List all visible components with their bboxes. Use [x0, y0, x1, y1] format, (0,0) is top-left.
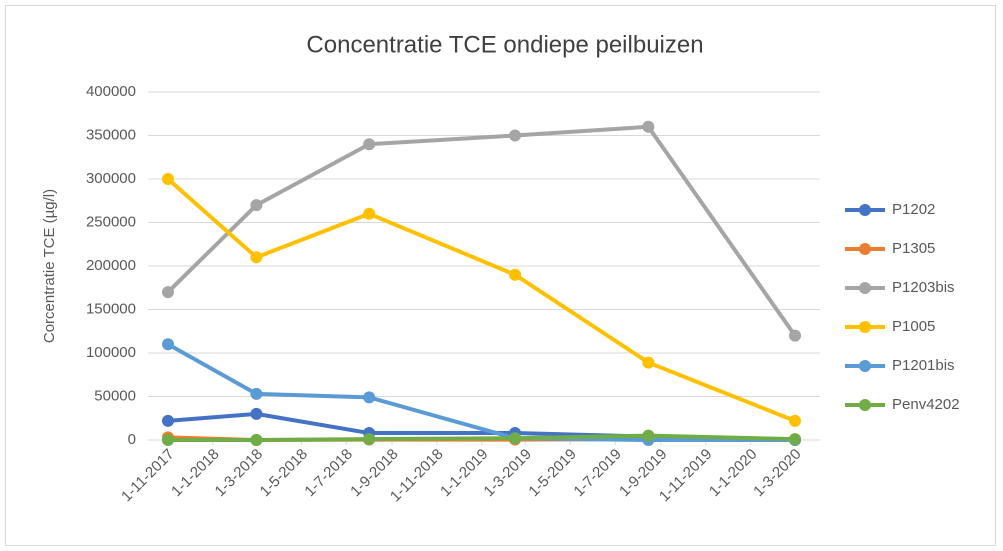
y-tick-label: 300000 [86, 170, 136, 187]
series-line [168, 433, 796, 442]
data-point [162, 173, 174, 185]
data-point [509, 129, 522, 142]
data-point [250, 251, 263, 264]
data-point [250, 407, 263, 420]
data-point [789, 414, 801, 427]
series-line [167, 342, 795, 442]
data-point [363, 207, 376, 220]
data-point [250, 434, 263, 446]
data-point [363, 138, 376, 151]
legend-label: P1005 [892, 318, 935, 335]
data-point [162, 434, 174, 446]
y-tick-label: 400000 [86, 83, 136, 100]
chart-title: Concentratie TCE ondiepe peilbuizen [306, 31, 703, 58]
legend-marker [859, 321, 871, 333]
legend-label: P1202 [892, 201, 935, 218]
y-tick-label: 100000 [86, 344, 136, 361]
y-tick-label: 0 [128, 431, 136, 448]
legend-label: Penv4202 [892, 396, 960, 413]
data-point [250, 387, 263, 400]
legend-marker [859, 204, 871, 216]
legend-label: P1305 [892, 240, 935, 257]
legend-label: P1201bis [892, 357, 955, 374]
data-point [162, 338, 174, 351]
y-tick-label: 50000 [94, 387, 136, 404]
chart-frame [5, 5, 996, 546]
y-tick-label: 200000 [86, 257, 136, 274]
legend-marker [859, 360, 871, 372]
data-point [509, 268, 522, 281]
y-tick-label: 350000 [86, 126, 136, 143]
y-axis-label: Corcentratie TCE (µg/l) [41, 189, 58, 343]
data-point [162, 414, 174, 427]
data-point [642, 429, 655, 442]
data-point [250, 199, 263, 212]
y-tick-label: 250000 [86, 213, 136, 230]
legend-marker [859, 282, 871, 294]
series-line [166, 124, 797, 337]
data-point [789, 433, 801, 446]
legend-label: P1203bis [892, 279, 955, 296]
data-point [162, 286, 174, 299]
y-tick-label: 150000 [86, 300, 136, 317]
data-point [642, 120, 655, 133]
series-line [166, 177, 796, 423]
legend-marker [859, 243, 871, 255]
data-point [789, 329, 801, 342]
data-point [363, 433, 376, 446]
data-point [642, 356, 655, 369]
data-point [509, 432, 522, 445]
data-point [363, 391, 376, 404]
legend-marker [859, 399, 871, 411]
